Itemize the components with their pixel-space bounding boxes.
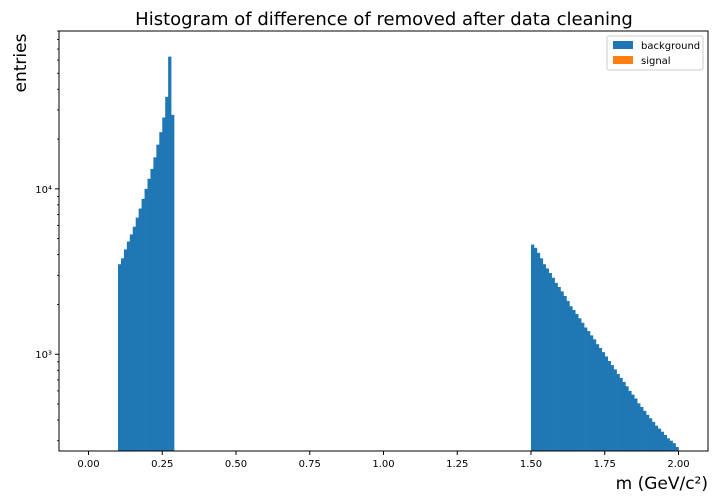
x-axis-label: m (GeV/c²): [616, 474, 708, 494]
histogram-bar: [587, 331, 591, 451]
histogram-bar: [153, 157, 157, 451]
x-tick-label: 1.75: [594, 459, 616, 470]
histogram-bar: [581, 322, 585, 451]
legend-label-background: background: [641, 41, 700, 52]
histogram-bar: [123, 249, 128, 451]
histogram-bar: [649, 418, 653, 451]
histogram-bar: [660, 431, 665, 451]
x-tick-label: 1.50: [520, 459, 542, 470]
histogram-bar: [619, 377, 623, 451]
histogram-bar: [171, 114, 175, 452]
histogram-bar: [563, 295, 567, 451]
histogram-bar: [147, 178, 151, 452]
histogram-bar: [651, 421, 656, 451]
histogram-bar: [578, 318, 582, 451]
histogram-bar: [663, 434, 667, 451]
histogram-bar: [643, 410, 647, 451]
histogram-bar: [566, 300, 570, 451]
histogram-bar: [622, 381, 626, 451]
histogram-bar: [657, 428, 662, 451]
histogram-bar: [595, 344, 600, 451]
y-axis-label: entries: [11, 33, 31, 92]
x-tick-label: 2.00: [667, 459, 689, 470]
histogram-bar: [156, 144, 160, 451]
histogram-bar: [165, 96, 169, 451]
histogram-bar: [545, 268, 549, 451]
histogram-bar: [138, 208, 142, 451]
histogram-bar: [672, 443, 676, 451]
histogram-bar: [654, 425, 659, 451]
histogram-bar: [150, 168, 154, 451]
x-tick-label: 0.75: [299, 459, 321, 470]
histogram-bar: [159, 132, 163, 451]
histogram-bar: [551, 277, 555, 451]
histogram-bar: [601, 352, 606, 451]
histogram-bar: [539, 258, 544, 451]
histogram-bar: [168, 56, 172, 452]
histogram-bar: [592, 339, 597, 451]
histogram-bar: [548, 272, 552, 451]
histogram-bar: [144, 188, 148, 451]
histogram-bar: [631, 394, 635, 451]
histogram-bar: [575, 314, 579, 451]
axis-ticks: 0.00 0.25 0.50 0.75 1.00 1.25 1.50 1.75 2.00 10³ 1…: [35, 30, 690, 470]
histogram-bar: [132, 226, 136, 451]
histogram-bar: [675, 446, 679, 451]
x-tick-label: 1.25: [446, 459, 468, 470]
legend-swatch-background: [613, 41, 633, 49]
histogram-bar: [646, 414, 650, 451]
histogram-bar: [536, 252, 541, 451]
histogram-bar: [607, 361, 611, 451]
x-tick-label: 0.25: [151, 459, 173, 470]
legend-swatch-signal: [613, 56, 633, 64]
x-tick-label: 0.50: [225, 459, 247, 470]
y-tick-label: 10⁴: [35, 185, 52, 196]
x-tick-label: 1.00: [372, 459, 394, 470]
histogram-bar: [637, 403, 641, 451]
histogram-bar: [560, 291, 564, 451]
legend: background signal: [606, 35, 704, 71]
histogram-bar: [625, 386, 629, 451]
histogram-bar: [613, 369, 617, 451]
y-tick-label: 10³: [35, 350, 52, 361]
histogram-bar: [640, 406, 644, 451]
histogram-bar: [604, 356, 608, 451]
chart-title: Histogram of difference of removed after…: [135, 9, 633, 30]
histogram-bar: [533, 247, 538, 451]
legend-label-signal: signal: [641, 56, 671, 67]
histogram-bar: [669, 440, 673, 451]
histogram-bar: [542, 264, 547, 451]
histogram-bar: [666, 438, 670, 451]
histogram-bar: [557, 286, 561, 451]
histogram-bar: [141, 198, 145, 451]
x-tick-label: 0.00: [77, 459, 99, 470]
histogram-bar: [590, 335, 594, 451]
histogram-bar: [634, 398, 638, 451]
histogram-bar: [531, 244, 535, 451]
histogram-bar: [569, 306, 573, 451]
histogram-bar: [554, 282, 558, 451]
histogram-bar: [118, 264, 122, 451]
plot-frame: [58, 30, 709, 452]
histogram-bar: [616, 373, 620, 451]
histogram-bars: [118, 56, 679, 452]
histogram-bar: [598, 348, 603, 451]
histogram-bar: [162, 117, 166, 452]
histogram-bar: [610, 365, 614, 451]
histogram-bar: [572, 310, 576, 451]
histogram-bar: [135, 217, 139, 451]
histogram-bar: [120, 258, 125, 451]
histogram-bar: [129, 234, 134, 451]
histogram-bar: [628, 390, 632, 451]
histogram-bar: [584, 327, 588, 451]
histogram-bar: [126, 241, 131, 451]
